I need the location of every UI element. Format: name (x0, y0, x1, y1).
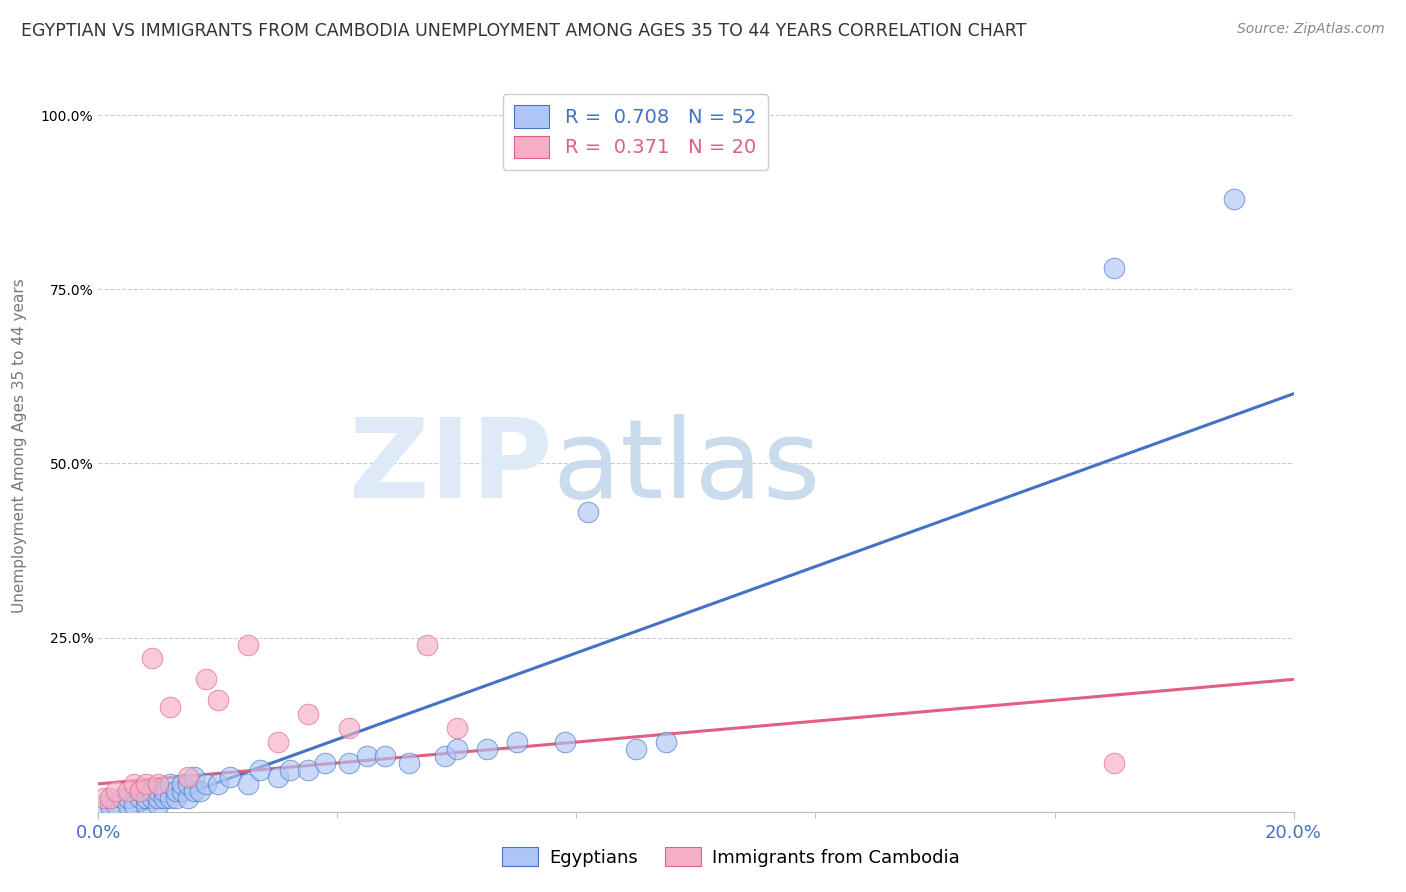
Text: EGYPTIAN VS IMMIGRANTS FROM CAMBODIA UNEMPLOYMENT AMONG AGES 35 TO 44 YEARS CORR: EGYPTIAN VS IMMIGRANTS FROM CAMBODIA UNE… (21, 22, 1026, 40)
Point (124, 777, 146, 791)
Point (117, 790, 139, 805)
Point (124, 797, 146, 812)
Point (165, 790, 187, 805)
Point (105, 784, 128, 798)
Point (1223, 192, 1246, 206)
Point (129, 784, 152, 798)
Point (148, 777, 170, 791)
Point (195, 673, 218, 687)
Point (1104, 756, 1126, 770)
Text: ZIP: ZIP (349, 415, 553, 522)
Point (117, 797, 139, 812)
Text: Source: ZipAtlas.com: Source: ZipAtlas.com (1237, 22, 1385, 37)
Point (188, 784, 211, 798)
Point (172, 777, 194, 791)
Point (153, 784, 176, 798)
Point (554, 735, 576, 749)
Point (297, 707, 319, 722)
Point (434, 749, 457, 764)
Point (98, 797, 122, 812)
Point (177, 790, 200, 805)
Legend: R =  0.708   N = 52, R =  0.371   N = 20: R = 0.708 N = 52, R = 0.371 N = 20 (502, 94, 768, 169)
Point (177, 770, 200, 784)
Point (172, 784, 194, 798)
Point (339, 721, 361, 735)
Point (249, 763, 271, 777)
Point (578, 505, 600, 519)
Point (111, 790, 134, 805)
Point (148, 784, 170, 798)
Point (141, 651, 163, 665)
Point (117, 784, 139, 798)
Point (159, 777, 181, 791)
Point (267, 770, 290, 784)
Point (475, 742, 498, 756)
Text: atlas: atlas (553, 415, 821, 522)
Point (207, 777, 229, 791)
Point (655, 735, 678, 749)
Point (236, 777, 259, 791)
Point (135, 777, 157, 791)
Point (236, 638, 259, 652)
Point (219, 770, 242, 784)
Point (93, 797, 115, 812)
Point (398, 756, 420, 770)
Point (141, 784, 163, 798)
Legend: Egyptians, Immigrants from Cambodia: Egyptians, Immigrants from Cambodia (495, 840, 967, 874)
Y-axis label: Unemployment Among Ages 35 to 44 years: Unemployment Among Ages 35 to 44 years (13, 278, 27, 614)
Point (183, 784, 205, 798)
Point (135, 797, 157, 812)
Point (148, 797, 170, 812)
Point (177, 777, 200, 791)
Point (374, 749, 396, 764)
Point (153, 790, 176, 805)
Point (416, 638, 439, 652)
Point (129, 784, 152, 798)
Point (195, 777, 218, 791)
Point (315, 756, 337, 770)
Point (159, 700, 181, 714)
Point (356, 749, 378, 764)
Point (278, 763, 301, 777)
Point (207, 693, 229, 707)
Point (129, 790, 152, 805)
Point (98, 790, 122, 805)
Point (159, 790, 181, 805)
Point (267, 735, 290, 749)
Point (165, 784, 187, 798)
Point (141, 790, 163, 805)
Point (506, 735, 529, 749)
Point (135, 790, 157, 805)
Point (446, 742, 468, 756)
Point (297, 763, 319, 777)
Point (1104, 261, 1126, 276)
Point (148, 790, 170, 805)
Point (105, 797, 128, 812)
Point (183, 770, 205, 784)
Point (93, 790, 115, 805)
Point (339, 756, 361, 770)
Point (626, 742, 648, 756)
Point (446, 721, 468, 735)
